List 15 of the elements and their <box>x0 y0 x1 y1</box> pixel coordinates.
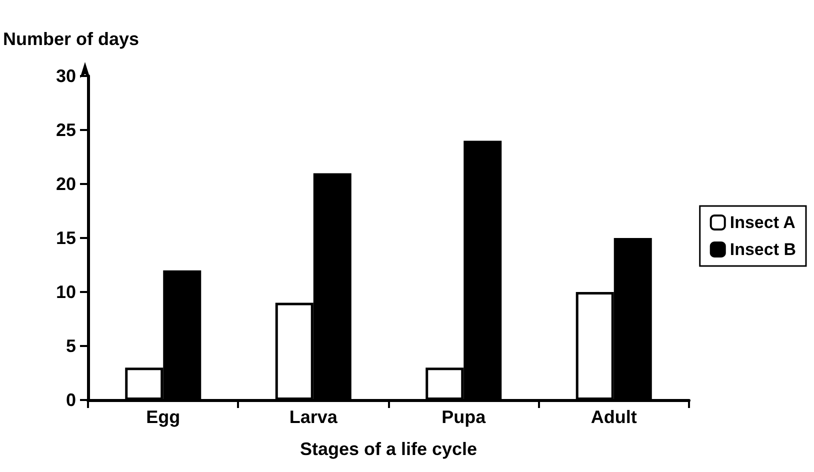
y-tick-label: 30 <box>56 66 76 86</box>
y-tick-label: 5 <box>66 336 76 356</box>
y-axis-title: Number of days <box>3 29 140 49</box>
y-tick-label: 10 <box>56 282 76 302</box>
y-tick-label: 25 <box>56 120 76 140</box>
legend-label: Insect B <box>730 240 796 259</box>
x-tick-label: Egg <box>146 407 180 427</box>
y-tick-label: 20 <box>56 174 76 194</box>
x-tick-label: Larva <box>289 407 338 427</box>
y-tick-label: 0 <box>66 390 76 410</box>
y-tick-label: 15 <box>56 228 76 248</box>
x-axis-title: Stages of a life cycle <box>300 439 478 459</box>
x-tick-label: Adult <box>590 407 637 427</box>
legend-label: Insect A <box>730 213 796 232</box>
x-tick-label: Pupa <box>442 407 487 427</box>
